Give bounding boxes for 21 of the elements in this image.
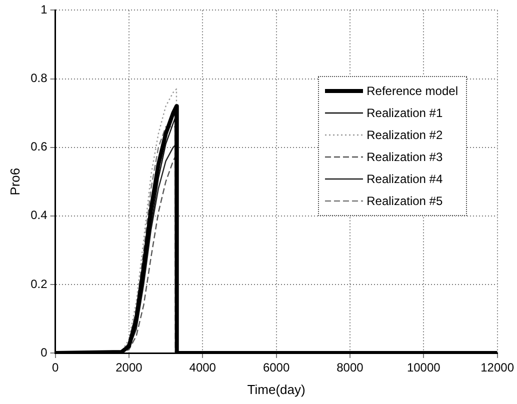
y-tick-label: 0.8 — [30, 71, 48, 86]
y-tick-label: 0 — [40, 345, 48, 360]
x-tick-label: 12000 — [480, 360, 514, 375]
y-tick-label: 0.4 — [30, 208, 48, 222]
legend-label: Realization #2 — [366, 128, 443, 142]
x-tick-label: 4000 — [189, 360, 216, 375]
y-tick-label: 0.2 — [30, 276, 48, 291]
y-tick-label: 0.6 — [30, 140, 48, 154]
x-tick-label: 0 — [52, 360, 59, 375]
x-tick-label: 2000 — [116, 360, 143, 375]
x-axis-title: Time(day) — [247, 382, 306, 397]
legend-label: Realization #4 — [366, 172, 443, 186]
legend-label: Realization #1 — [366, 106, 443, 120]
x-tick-label: 6000 — [262, 360, 290, 375]
y-tick-label: 1 — [40, 2, 48, 17]
legend-label: Reference model — [366, 84, 458, 98]
x-tick-label: 8000 — [336, 360, 364, 375]
legend-label: Realization #3 — [366, 150, 443, 164]
legend-label: Realization #5 — [366, 194, 443, 208]
y-axis-title: Pro6 — [7, 168, 22, 196]
x-tick-label: 10000 — [406, 360, 441, 375]
